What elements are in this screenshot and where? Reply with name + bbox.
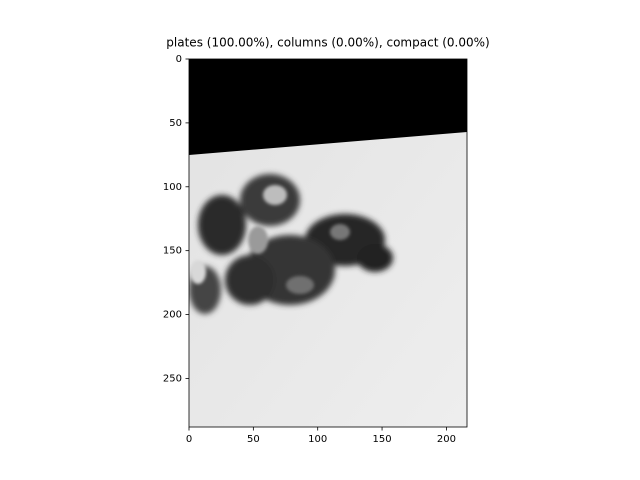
y-tick-label: 100 xyxy=(163,182,182,193)
x-tick-label: 200 xyxy=(437,434,456,445)
x-tick-label: 150 xyxy=(373,434,392,445)
particle-detail xyxy=(190,185,350,294)
x-tick-label: 100 xyxy=(308,434,327,445)
y-tick-label: 150 xyxy=(163,246,182,257)
x-tick-label: 0 xyxy=(186,434,192,445)
image xyxy=(189,59,467,427)
x-tick-label: 50 xyxy=(247,434,260,445)
y-tick-label: 250 xyxy=(163,373,182,384)
y-tick-label: 200 xyxy=(163,310,182,321)
image-dark-region xyxy=(189,59,467,155)
chart-title: plates (100.00%), columns (0.00%), compa… xyxy=(166,36,489,50)
y-tick-label: 50 xyxy=(169,118,182,129)
y-tick-label: 0 xyxy=(176,54,182,65)
axes-frame xyxy=(188,58,468,428)
